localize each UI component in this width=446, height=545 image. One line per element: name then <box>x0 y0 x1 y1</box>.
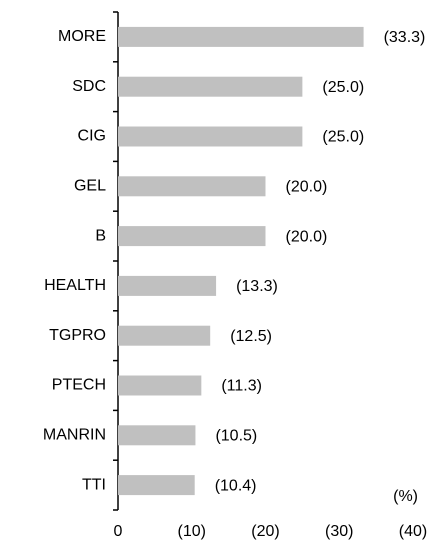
bar <box>118 375 202 396</box>
y-tick-label: TTI <box>82 476 106 493</box>
value-label: (20.0) <box>286 179 328 196</box>
value-label: (10.4) <box>215 477 257 494</box>
x-tick-label: (20) <box>251 523 279 540</box>
bar <box>118 425 196 446</box>
bar <box>118 226 266 247</box>
value-label: (20.0) <box>286 228 328 245</box>
bar <box>118 26 364 47</box>
value-label: (12.5) <box>230 328 272 345</box>
x-tick-label: (10) <box>178 523 206 540</box>
y-tick-label: MANRIN <box>43 427 106 444</box>
y-tick-label: CIG <box>78 128 106 145</box>
y-tick-label: PTECH <box>52 377 106 394</box>
y-tick-label: MORE <box>58 28 106 45</box>
x-tick-label: (40) <box>399 523 427 540</box>
bar <box>118 76 303 97</box>
y-tick-label: SDC <box>72 78 106 95</box>
bar <box>118 176 266 197</box>
y-tick-label: B <box>95 227 106 244</box>
value-label: (13.3) <box>236 278 278 295</box>
y-tick-label: HEALTH <box>44 277 106 294</box>
x-tick-label: 0 <box>114 523 123 540</box>
y-tick-label: GEL <box>74 178 106 195</box>
x-tick-label: (30) <box>325 523 353 540</box>
value-label: (33.3) <box>384 29 426 46</box>
bar <box>118 475 195 496</box>
value-label: (10.5) <box>215 428 257 445</box>
bar <box>118 275 217 296</box>
y-tick-label: TGPRO <box>49 327 106 344</box>
value-label: (11.3) <box>221 378 262 395</box>
bar <box>118 325 211 346</box>
value-label: (25.0) <box>322 129 364 146</box>
value-label: (25.0) <box>322 79 364 96</box>
unit-label: (%) <box>393 488 418 505</box>
bar <box>118 126 303 147</box>
